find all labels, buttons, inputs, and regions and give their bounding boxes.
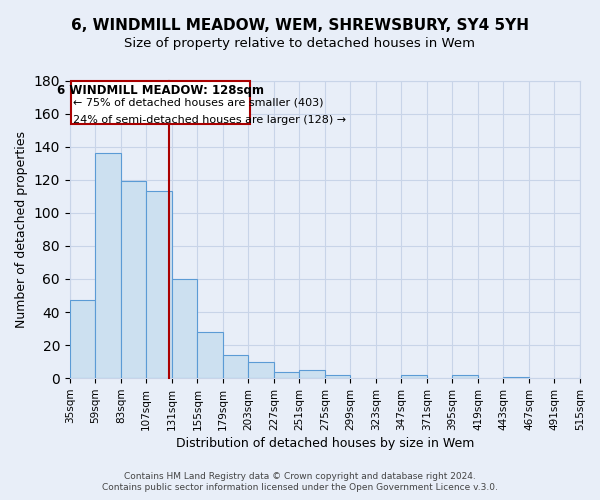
X-axis label: Distribution of detached houses by size in Wem: Distribution of detached houses by size … [176,437,474,450]
Bar [248,362,274,378]
Bar [70,300,95,378]
Bar [299,370,325,378]
Text: 6 WINDMILL MEADOW: 128sqm: 6 WINDMILL MEADOW: 128sqm [57,84,264,97]
Text: Size of property relative to detached houses in Wem: Size of property relative to detached ho… [125,38,476,51]
Bar [274,372,299,378]
Bar [197,332,223,378]
Bar [401,375,427,378]
Bar [121,182,146,378]
Bar [580,375,600,378]
Text: 6, WINDMILL MEADOW, WEM, SHREWSBURY, SY4 5YH: 6, WINDMILL MEADOW, WEM, SHREWSBURY, SY4… [71,18,529,32]
Bar [146,192,172,378]
Text: Contains HM Land Registry data © Crown copyright and database right 2024.: Contains HM Land Registry data © Crown c… [124,472,476,481]
FancyBboxPatch shape [71,80,250,124]
Text: ← 75% of detached houses are smaller (403): ← 75% of detached houses are smaller (40… [73,98,323,108]
Bar [172,279,197,378]
Y-axis label: Number of detached properties: Number of detached properties [15,131,28,328]
Bar [503,376,529,378]
Bar [452,375,478,378]
Bar [223,355,248,378]
Text: 24% of semi-detached houses are larger (128) →: 24% of semi-detached houses are larger (… [73,115,346,125]
Bar [95,154,121,378]
Bar [325,375,350,378]
Text: Contains public sector information licensed under the Open Government Licence v.: Contains public sector information licen… [102,484,498,492]
